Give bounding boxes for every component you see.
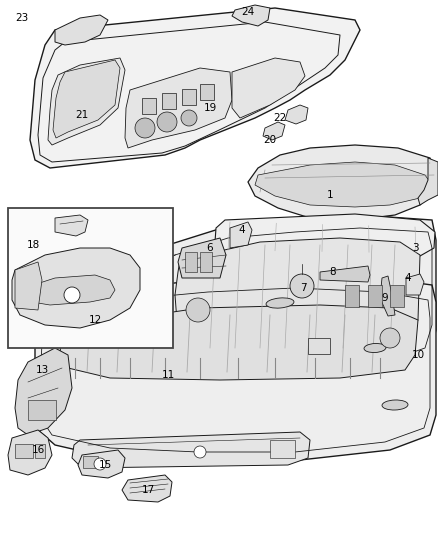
Polygon shape [418, 158, 438, 205]
Polygon shape [178, 238, 226, 278]
Text: 24: 24 [241, 7, 254, 17]
Text: 23: 23 [15, 13, 28, 23]
Polygon shape [60, 305, 418, 380]
Ellipse shape [266, 298, 294, 308]
Bar [162, 93, 176, 109]
Bar [185, 252, 197, 272]
Circle shape [186, 298, 210, 322]
Polygon shape [55, 215, 88, 236]
Bar [28, 400, 56, 420]
Text: 8: 8 [330, 267, 336, 277]
Polygon shape [30, 8, 360, 168]
Text: 20: 20 [263, 135, 276, 145]
Polygon shape [215, 214, 435, 260]
Polygon shape [122, 475, 172, 502]
Polygon shape [48, 58, 125, 145]
Circle shape [380, 328, 400, 348]
Text: 12: 12 [88, 315, 102, 325]
Text: 11: 11 [161, 370, 175, 380]
Circle shape [64, 287, 80, 303]
Circle shape [194, 446, 206, 458]
Polygon shape [175, 238, 420, 355]
Text: 4: 4 [405, 273, 411, 283]
Polygon shape [35, 275, 436, 462]
Text: 18: 18 [26, 240, 39, 250]
Polygon shape [53, 60, 120, 138]
Polygon shape [8, 430, 52, 475]
Polygon shape [380, 276, 395, 316]
Polygon shape [15, 348, 72, 435]
Bar [200, 252, 212, 272]
Polygon shape [406, 274, 424, 295]
Polygon shape [230, 222, 252, 248]
Text: 22: 22 [273, 113, 286, 123]
Polygon shape [125, 68, 232, 148]
Text: 13: 13 [35, 365, 49, 375]
Text: 7: 7 [300, 283, 306, 293]
Text: 16: 16 [32, 445, 45, 455]
Polygon shape [55, 15, 108, 45]
Circle shape [290, 274, 314, 298]
Polygon shape [78, 450, 125, 478]
Text: 4: 4 [239, 225, 245, 235]
Polygon shape [263, 122, 285, 140]
Circle shape [94, 458, 106, 470]
Polygon shape [40, 295, 82, 330]
Bar [142, 98, 156, 114]
Text: 6: 6 [207, 243, 213, 253]
Text: 17: 17 [141, 485, 155, 495]
Text: 19: 19 [203, 103, 217, 113]
Bar [390, 285, 404, 307]
Text: 21: 21 [75, 110, 88, 120]
Text: 10: 10 [411, 350, 424, 360]
Polygon shape [18, 275, 115, 305]
Bar [15, 444, 33, 458]
Polygon shape [320, 266, 370, 282]
Ellipse shape [382, 400, 408, 410]
Text: 1: 1 [327, 190, 333, 200]
Text: 15: 15 [99, 460, 112, 470]
Polygon shape [135, 215, 436, 385]
Circle shape [181, 110, 197, 126]
Bar [182, 89, 196, 105]
Bar [35, 444, 45, 458]
Ellipse shape [364, 343, 386, 352]
Polygon shape [248, 145, 436, 220]
Polygon shape [232, 5, 270, 26]
Bar [345, 285, 359, 307]
Polygon shape [232, 58, 305, 118]
Polygon shape [255, 162, 432, 207]
Text: 9: 9 [381, 293, 389, 303]
Text: 3: 3 [412, 243, 418, 253]
Polygon shape [12, 248, 140, 328]
Bar [270, 440, 295, 458]
Bar [200, 84, 214, 100]
Bar [368, 285, 382, 307]
Polygon shape [285, 105, 308, 124]
Circle shape [135, 118, 155, 138]
Bar [8, 208, 173, 348]
Polygon shape [72, 432, 310, 468]
Polygon shape [15, 262, 42, 310]
Bar [308, 338, 330, 354]
Circle shape [157, 112, 177, 132]
Bar [83, 456, 98, 468]
